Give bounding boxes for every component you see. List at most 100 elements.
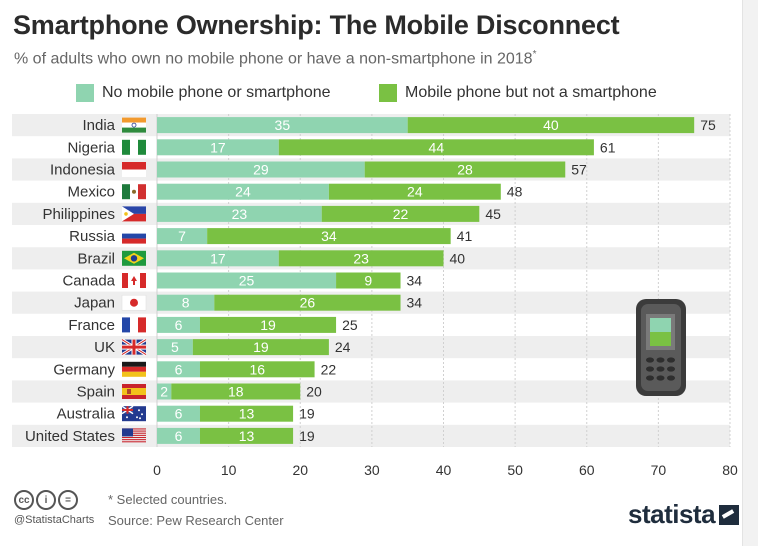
category-label-germany: Germany: [53, 361, 115, 378]
bar-no-phone-japan: [157, 294, 215, 311]
total-label-canada: 34: [407, 273, 423, 289]
value-label-not-smartphone-united-states: 13: [239, 428, 255, 444]
bar-no-phone-philippines: [157, 205, 322, 222]
statista-logo[interactable]: statista: [628, 499, 740, 530]
total-label-mexico: 48: [507, 184, 523, 200]
india-flag-icon: [122, 117, 146, 133]
total-label-brazil: 40: [450, 250, 466, 266]
value-label-not-smartphone-nigeria: 44: [429, 139, 445, 155]
total-label-united-states: 19: [299, 428, 315, 444]
bar-not-smartphone-japan: [214, 294, 401, 311]
x-tick-label: 30: [364, 462, 380, 478]
category-label-philippines: Philippines: [42, 206, 115, 223]
legend-label-no-phone: No mobile phone or smartphone: [102, 84, 331, 101]
value-label-not-smartphone-canada: 9: [364, 273, 372, 289]
bar-no-phone-indonesia: [157, 161, 365, 178]
germany-flag-icon: [122, 361, 146, 377]
bar-no-phone-brazil: [157, 250, 279, 267]
infographic: Smartphone Ownership: The Mobile Disconn…: [0, 0, 742, 546]
russia-flag-icon: [122, 228, 146, 244]
x-tick-label: 60: [579, 462, 595, 478]
value-label-no-phone-united-states: 6: [175, 428, 183, 444]
value-label-not-smartphone-philippines: 22: [393, 206, 409, 222]
total-label-philippines: 45: [485, 206, 501, 222]
mexico-flag-icon: [122, 184, 146, 200]
category-label-brazil: Brazil: [77, 250, 115, 267]
footnote: * Selected countries.: [108, 492, 228, 507]
row-band: [12, 336, 730, 359]
mobile-phone-icon: [636, 299, 686, 396]
bar-no-phone-germany: [157, 361, 200, 378]
total-label-india: 75: [700, 117, 716, 133]
x-tick-label: 40: [436, 462, 452, 478]
value-label-no-phone-uk: 5: [171, 339, 179, 355]
category-label-mexico: Mexico: [67, 184, 115, 201]
value-label-not-smartphone-mexico: 24: [407, 184, 423, 200]
category-label-india: India: [82, 117, 115, 134]
bar-no-phone-spain: [157, 383, 172, 400]
x-tick-label: 50: [507, 462, 523, 478]
license-icons: cc i =: [14, 490, 78, 510]
by-icon: i: [36, 490, 56, 510]
total-label-spain: 20: [306, 384, 322, 400]
value-label-no-phone-indonesia: 29: [253, 162, 269, 178]
bar-no-phone-canada: [157, 272, 337, 289]
value-label-no-phone-australia: 6: [175, 406, 183, 422]
category-label-australia: Australia: [57, 406, 116, 423]
statista-logo-text: statista: [628, 499, 716, 529]
bar-no-phone-united-states: [157, 427, 200, 444]
category-label-russia: Russia: [69, 228, 116, 245]
cc-icon: cc: [14, 490, 34, 510]
value-label-no-phone-canada: 25: [239, 273, 255, 289]
value-label-not-smartphone-uk: 19: [253, 339, 269, 355]
bar-not-smartphone-uk: [192, 339, 329, 356]
value-label-not-smartphone-brazil: 23: [353, 250, 369, 266]
total-label-australia: 19: [299, 406, 315, 422]
bar-not-smartphone-mexico: [328, 183, 501, 200]
legend-swatch-no-phone: [76, 84, 94, 102]
us-flag-icon: [122, 428, 146, 443]
value-label-not-smartphone-russia: 34: [321, 228, 337, 244]
bar-not-smartphone-brazil: [278, 250, 444, 267]
total-label-france: 25: [342, 317, 358, 333]
statista-logo-mark-icon: [719, 504, 740, 525]
bar-not-smartphone-nigeria: [278, 139, 594, 156]
bar-not-smartphone-spain: [171, 383, 301, 400]
value-label-no-phone-germany: 6: [175, 361, 183, 377]
x-tick-label: 20: [292, 462, 308, 478]
value-label-no-phone-nigeria: 17: [210, 139, 226, 155]
bar-no-phone-australia: [157, 405, 200, 422]
value-label-no-phone-france: 6: [175, 317, 183, 333]
value-label-not-smartphone-germany: 16: [249, 361, 265, 377]
category-label-japan: Japan: [74, 295, 115, 312]
brazil-flag-icon: [122, 250, 146, 266]
category-label-indonesia: Indonesia: [50, 162, 116, 179]
chart-title: Smartphone Ownership: The Mobile Disconn…: [13, 10, 620, 40]
bar-no-phone-uk: [157, 339, 193, 356]
bar-no-phone-mexico: [157, 183, 329, 200]
value-label-not-smartphone-japan: 26: [300, 295, 316, 311]
canada-flag-icon: [122, 273, 146, 288]
statista-handle: @StatistaCharts: [14, 514, 95, 526]
bar-not-smartphone-germany: [199, 361, 315, 378]
row-band: [12, 380, 730, 403]
legend-label-not-smartphone: Mobile phone but not a smartphone: [405, 84, 657, 101]
total-label-nigeria: 61: [600, 139, 616, 155]
value-label-no-phone-spain: 2: [160, 384, 168, 400]
bar-not-smartphone-australia: [199, 405, 294, 422]
value-label-no-phone-russia: 7: [178, 228, 186, 244]
bar-no-phone-russia: [157, 228, 208, 245]
bar-not-smartphone-india: [407, 117, 695, 134]
x-tick-label: 70: [651, 462, 667, 478]
subtitle-footnote-mark: *: [532, 49, 537, 60]
total-label-uk: 24: [335, 339, 351, 355]
value-label-no-phone-mexico: 24: [235, 184, 251, 200]
france-flag-icon: [122, 317, 146, 333]
spain-flag-icon: [122, 384, 146, 399]
legend-item-not-smartphone: Mobile phone but not a smartphone: [379, 83, 657, 103]
value-label-no-phone-brazil: 17: [210, 250, 226, 266]
nd-icon: =: [58, 490, 78, 510]
legend-swatch-not-smartphone: [379, 84, 397, 102]
uk-flag-icon: [121, 338, 147, 356]
